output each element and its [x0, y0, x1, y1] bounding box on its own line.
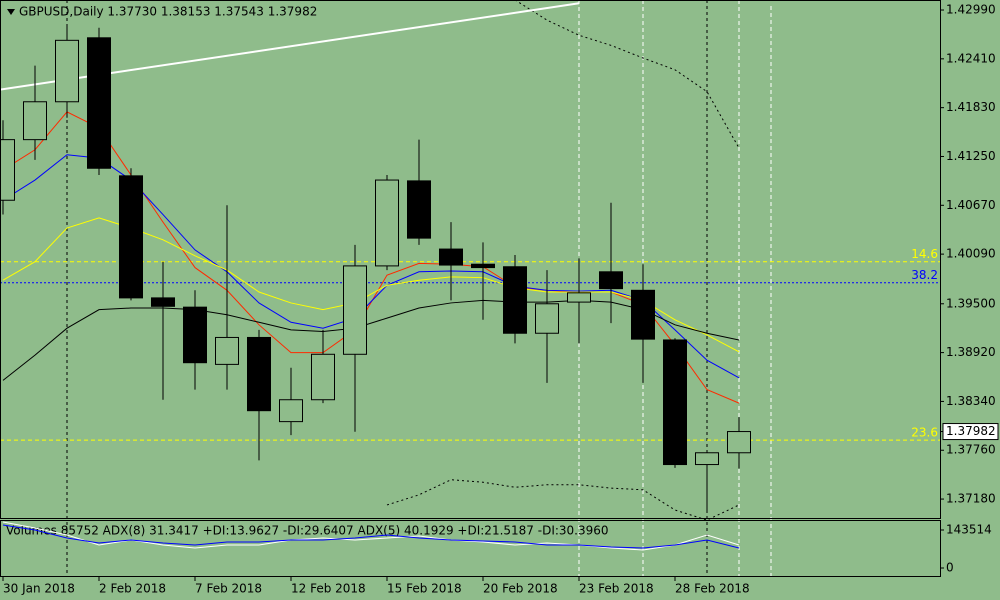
moving-average: [386, 479, 740, 521]
candle-body: [0, 139, 15, 201]
x-tick-label: 23 Feb 2018: [579, 582, 654, 596]
x-tick-label: 2 Feb 2018: [99, 582, 166, 596]
y-tick-label: 1.38920: [946, 345, 996, 359]
candle-body: [535, 303, 559, 334]
last-price-box: [942, 423, 999, 441]
candle-body: [407, 180, 431, 239]
y-tick-label: 1.41830: [946, 100, 996, 114]
y-tick-label: 1.38340: [946, 394, 996, 408]
y-tick-label: 1.37760: [946, 443, 996, 457]
candle-body: [599, 271, 623, 290]
last-price-label: 1.37982: [946, 424, 996, 438]
candle-body: [183, 306, 207, 364]
fib-level-label: 14.6: [911, 247, 938, 261]
x-tick-label: 12 Feb 2018: [291, 582, 366, 596]
y-tick-label: 1.37180: [946, 492, 996, 506]
menu-triangle: [7, 9, 15, 15]
x-tick-label: 30 Jan 2018: [3, 582, 75, 596]
candle-body: [439, 248, 463, 266]
candle-body: [215, 336, 239, 365]
candle-body: [247, 336, 271, 412]
candle-body: [727, 431, 751, 454]
y-tick-label: 1.41250: [946, 149, 996, 163]
x-tick-label: 28 Feb 2018: [675, 582, 750, 596]
candle-body: [343, 265, 367, 355]
y-tick-label: 1.42990: [946, 3, 996, 17]
y-tick-label: 1.39500: [946, 296, 996, 310]
candle-body: [311, 353, 335, 401]
candle-body: [567, 292, 591, 303]
candle-body: [23, 101, 47, 141]
candle-body: [695, 452, 719, 466]
candle-body: [471, 263, 495, 269]
x-tick-label: 20 Feb 2018: [483, 582, 558, 596]
plot: [0, 0, 940, 521]
chart-title: GBPUSD,Daily 1.37730 1.38153 1.37543 1.3…: [19, 5, 317, 19]
fib-level-label: 23.6: [911, 426, 938, 440]
y-tick-label: 1.40090: [946, 247, 996, 261]
fib-level-label: 38.2: [911, 268, 938, 282]
x-tick-label: 15 Feb 2018: [387, 582, 462, 596]
y-tick-label: 1.42410: [946, 51, 996, 65]
y-tick-label: 1.40670: [946, 198, 996, 212]
pane-tick-label: 0: [946, 561, 954, 575]
candle-body: [151, 297, 175, 307]
candle-body: [663, 339, 687, 466]
main-frame: [0, 0, 941, 519]
pane-tick-label: 143514: [946, 523, 992, 537]
candle-body: [279, 399, 303, 423]
candle-body: [503, 266, 527, 334]
candle-body: [119, 175, 143, 299]
x-tick-label: 7 Feb 2018: [195, 582, 262, 596]
moving-average: [2, 299, 740, 381]
candle-body: [375, 179, 399, 267]
candle-body: [87, 37, 111, 169]
moving-average: [2, 111, 740, 404]
pane-frame: [0, 520, 941, 577]
pane-title: Volumes 85752 ADX(8) 31.3417 +DI:13.9627…: [6, 524, 609, 538]
candle-body: [55, 39, 79, 103]
indicator-line: [2, 524, 740, 549]
candle-body: [631, 289, 655, 340]
